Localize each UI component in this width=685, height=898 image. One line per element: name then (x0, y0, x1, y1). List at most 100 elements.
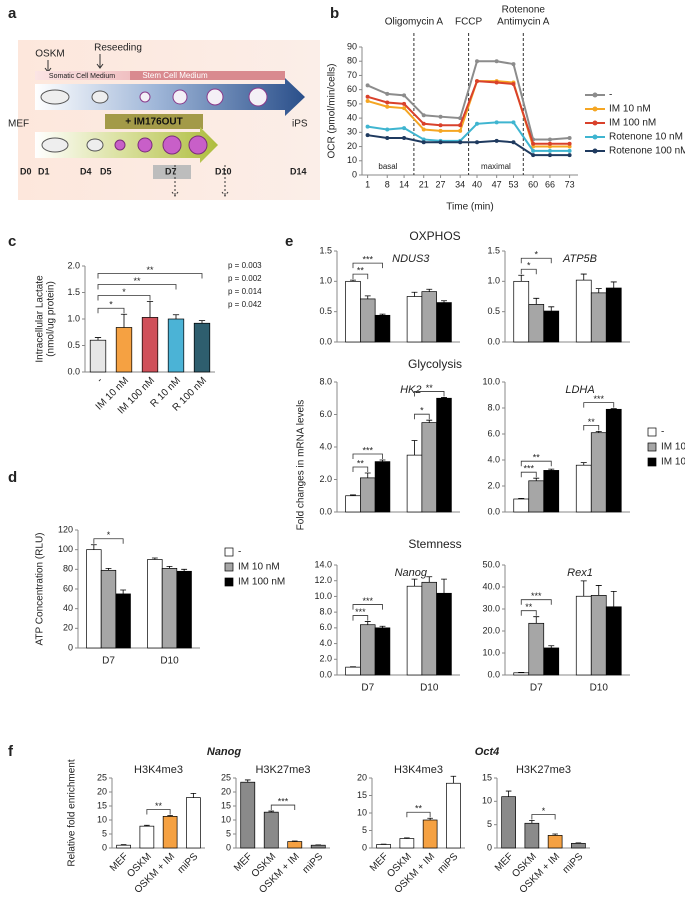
significance-bracket (520, 599, 552, 605)
chart-title: HK2 (400, 384, 421, 396)
series-line (367, 80, 570, 145)
significance-label: * (420, 406, 424, 416)
y-tick-label: 6.0 (319, 409, 332, 419)
error-bar (580, 273, 587, 281)
group-title: OXPHOS (409, 229, 460, 243)
x-tick-label: 34 (455, 179, 465, 189)
data-point (547, 148, 552, 153)
significance-label: * (107, 530, 111, 540)
chart-title: ATP5B (562, 253, 597, 265)
bar (421, 422, 437, 513)
significance-bracket (352, 262, 383, 269)
significance-label: ** (533, 453, 541, 463)
bar (571, 842, 586, 849)
y-tick-label: 20.0 (482, 625, 500, 635)
significance-label: *** (593, 394, 604, 404)
error-bar (167, 815, 173, 817)
data-point (547, 137, 552, 142)
bar (575, 595, 592, 676)
bar (422, 819, 438, 849)
significance-bracket (352, 604, 383, 610)
data-point (402, 126, 407, 131)
legend-label: - (609, 90, 612, 101)
x-tick-label: D7 (530, 683, 543, 694)
reprogramming-arrow (35, 78, 305, 116)
significance-bracket (270, 804, 296, 811)
y-tick-label: 0 (362, 842, 367, 852)
legend-label: IM 100 nM (661, 457, 685, 468)
error-bar (151, 557, 158, 560)
error-bar (505, 790, 512, 797)
annotation: maximal (481, 162, 511, 171)
error-bar (105, 567, 112, 571)
x-tick-label: miPS (176, 851, 201, 876)
reseeding-label: Reseeding (94, 43, 142, 54)
bar (86, 549, 102, 649)
bar (524, 822, 540, 849)
data-point (531, 153, 536, 158)
error-bar (552, 833, 558, 836)
error-bar (411, 440, 418, 456)
injection-label: Oligomycin A (385, 17, 444, 28)
bar (605, 408, 622, 513)
x-tick-label: 60 (528, 179, 538, 189)
bar (176, 570, 192, 649)
y-tick-label: 15 (97, 800, 107, 810)
error-bar (595, 431, 602, 433)
significance-bracket (583, 402, 615, 408)
significance-bracket (93, 538, 124, 544)
significance-bracket (406, 811, 431, 818)
annotation: basal (378, 162, 397, 171)
error-bar (166, 565, 173, 569)
data-point (458, 116, 463, 121)
legend-marker (592, 120, 598, 126)
data-point (475, 140, 480, 145)
data-point (385, 100, 390, 105)
error-bar (244, 779, 251, 783)
data-point (458, 140, 463, 145)
day-label: D14 (290, 166, 307, 176)
day-label: D0 (20, 166, 32, 176)
error-bar (364, 621, 371, 625)
y-axis-label: Relative fold enrichment (67, 759, 78, 866)
y-tick-label: 15 (482, 772, 492, 782)
arrow (96, 54, 104, 69)
error-bar (441, 397, 447, 399)
y-tick-label: 2.0 (319, 474, 332, 484)
y-tick-label: 10.0 (482, 376, 500, 386)
x-tick-label: miPS (436, 851, 461, 876)
bar (406, 585, 423, 676)
significance-bracket (414, 391, 445, 397)
data-point (475, 79, 480, 84)
panel-label: f (8, 743, 14, 760)
bar (360, 477, 376, 513)
y-tick-label: 25 (221, 772, 231, 782)
data-point (402, 136, 407, 141)
y-tick-label: 15 (357, 790, 367, 800)
significance-label: ** (525, 602, 533, 612)
error-bar (595, 288, 602, 293)
treatment-bar (105, 114, 203, 129)
y-tick-label: 10 (221, 814, 231, 824)
error-bar (580, 580, 587, 597)
panel-label: b (330, 5, 339, 22)
bar (115, 327, 133, 373)
error-bar (426, 576, 433, 583)
legend-label: IM 10 nM (609, 104, 651, 115)
legend-swatch (224, 577, 234, 587)
error-bar (90, 544, 97, 550)
y-tick-label: 40 (347, 112, 357, 122)
significance-label: *** (355, 607, 366, 617)
bar (528, 622, 545, 676)
chart-title: Nanog (395, 567, 428, 579)
y-tick-label: 20 (357, 772, 367, 782)
error-bar (529, 820, 535, 824)
x-tick-label: 73 (565, 179, 575, 189)
bar (360, 624, 376, 676)
y-tick-label: 0 (487, 842, 492, 852)
panel-label: a (8, 5, 17, 22)
significance-label: ** (146, 265, 154, 275)
significance-label: *** (531, 591, 542, 601)
data-point (438, 114, 443, 119)
